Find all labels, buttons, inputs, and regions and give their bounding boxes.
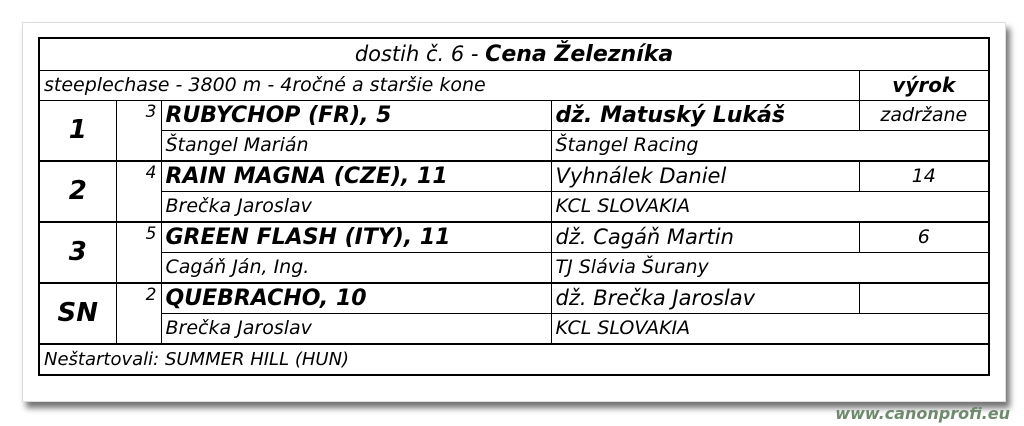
horse-name: QUEBRACHO, 10 [160, 282, 552, 314]
verdict: zadržane [858, 100, 990, 131]
race-name: Cena Železníka [485, 42, 674, 67]
race-title: dostih č. 6 - Cena Železníka [38, 37, 990, 71]
place: SN [38, 282, 117, 345]
owner: Štangel Racing [550, 130, 990, 162]
start-number: 4 [115, 160, 162, 223]
horse-name: RUBYCHOP (FR), 5 [160, 100, 552, 131]
result-row: 3 5 GREEN FLASH (ITY), 11 dž. Cagáň Mart… [38, 221, 990, 284]
horse-name: GREEN FLASH (ITY), 11 [160, 221, 552, 253]
verdict-header: výrok [858, 70, 990, 101]
verdict [858, 282, 990, 314]
owner: KCL SLOVAKIA [550, 313, 990, 345]
place: 2 [38, 160, 117, 223]
trainer: Cagáň Ján, Ing. [160, 252, 552, 284]
jockey: dž. Brečka Jaroslav [550, 282, 860, 314]
owner: TJ Slávia Šurany [550, 252, 990, 284]
result-subrow: Brečka Jaroslav KCL SLOVAKIA [39, 313, 990, 345]
place: 3 [38, 221, 117, 284]
place: 1 [38, 100, 117, 162]
race-title-row: dostih č. 6 - Cena Železníka [38, 37, 990, 71]
verdict: 14 [858, 160, 990, 192]
result-row: 2 4 RAIN MAGNA (CZE), 11 Vyhnálek Daniel… [38, 160, 990, 223]
jockey: Vyhnálek Daniel [550, 160, 860, 192]
owner: KCL SLOVAKIA [550, 191, 990, 223]
conditions-row: steeplechase - 3800 m - 4ročné a staršie… [38, 70, 990, 101]
horse-name: RAIN MAGNA (CZE), 11 [160, 160, 552, 192]
result-row: SN 2 QUEBRACHO, 10 dž. Brečka Jaroslav [38, 282, 990, 345]
race-results-table: dostih č. 6 - Cena Železníka steeplechas… [38, 37, 991, 376]
trainer: Brečka Jaroslav [160, 313, 552, 345]
non-starters-row: Neštartovali: SUMMER HILL (HUN) [38, 343, 990, 376]
watermark: www.canonprofi.eu [835, 404, 1010, 423]
result-subrow: Cagáň Ján, Ing. TJ Slávia Šurany [39, 252, 990, 284]
trainer: Brečka Jaroslav [160, 191, 552, 223]
race-number: dostih č. 6 - [354, 42, 486, 66]
result-subrow: Brečka Jaroslav KCL SLOVAKIA [39, 191, 990, 223]
race-conditions: steeplechase - 3800 m - 4ročné a staršie… [38, 70, 860, 101]
start-number: 5 [115, 221, 162, 284]
verdict: 6 [858, 221, 990, 253]
result-subrow: Štangel Marián Štangel Racing [39, 130, 990, 162]
jockey: dž. Matuský Lukáš [550, 100, 860, 131]
start-number: 2 [115, 282, 162, 345]
jockey: dž. Cagáň Martin [550, 221, 860, 253]
start-number: 3 [115, 100, 162, 162]
trainer: Štangel Marián [160, 130, 552, 162]
non-starters: Neštartovali: SUMMER HILL (HUN) [38, 343, 990, 376]
result-row: 1 3 RUBYCHOP (FR), 5 dž. Matuský Lukáš z… [38, 100, 990, 162]
